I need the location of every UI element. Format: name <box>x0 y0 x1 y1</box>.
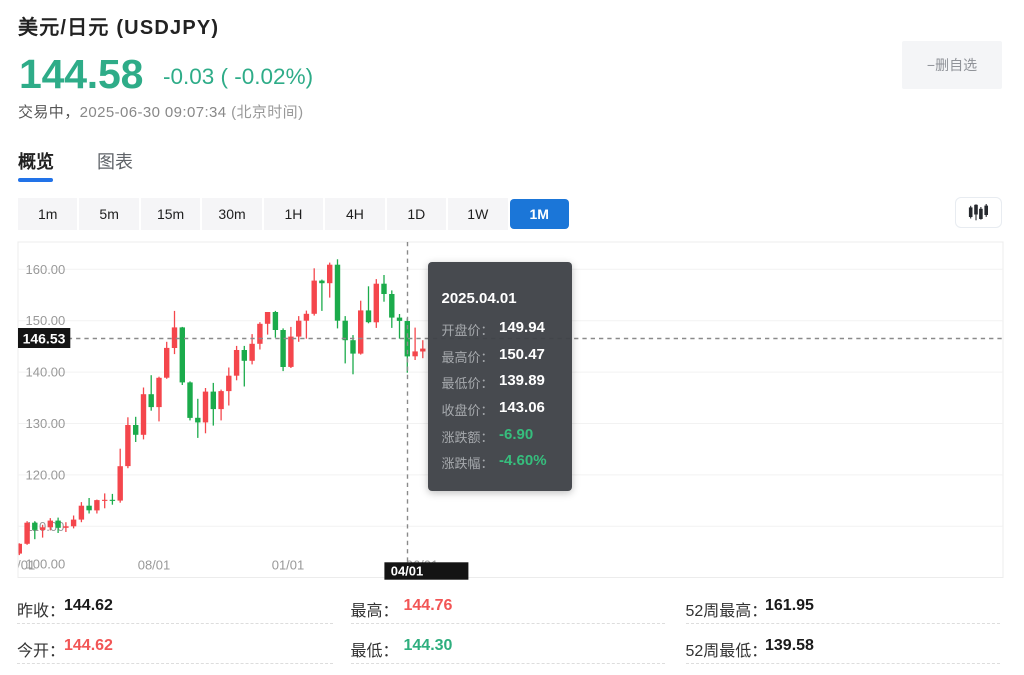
svg-text:160.00: 160.00 <box>26 262 66 277</box>
svg-text:08/01: 08/01 <box>138 558 171 573</box>
svg-text:130.00: 130.00 <box>26 416 66 431</box>
svg-text:100.00: 100.00 <box>26 557 66 572</box>
svg-text:150.00: 150.00 <box>26 313 66 328</box>
svg-text:04/01: 04/01 <box>391 564 424 579</box>
svg-text:03/01: 03/01 <box>3 558 36 573</box>
svg-text:146.53: 146.53 <box>23 330 66 346</box>
svg-text:120.00: 120.00 <box>26 467 66 482</box>
svg-text:01/01: 01/01 <box>272 558 305 573</box>
svg-text:140.00: 140.00 <box>26 365 66 380</box>
